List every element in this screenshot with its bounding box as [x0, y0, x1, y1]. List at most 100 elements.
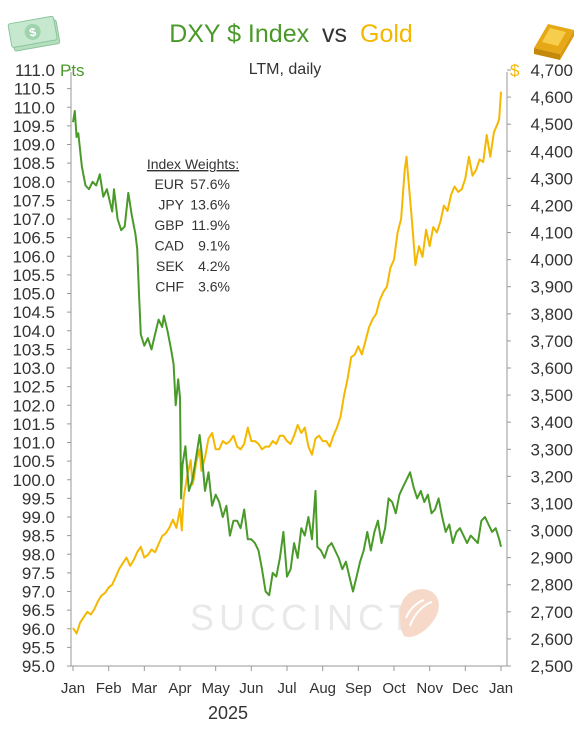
x-tick-label: Jan [61, 680, 85, 697]
weight-currency: CHF [155, 279, 184, 295]
weight-percent: 11.9% [191, 217, 230, 233]
right-tick-label: 4,400 [530, 142, 573, 161]
gold-bar-icon [534, 24, 574, 60]
weight-percent: 13.6% [190, 197, 230, 213]
left-tick-label: 110.5 [14, 80, 55, 99]
left-tick-label: 98.0 [22, 545, 55, 564]
right-tick-label: 4,600 [530, 88, 573, 107]
x-tick-label: Jun [239, 680, 263, 697]
dollar-bills-icon: $ [7, 15, 61, 52]
left-tick-label: 103.5 [12, 340, 55, 359]
right-tick-label: 4,300 [530, 169, 573, 188]
right-axis-unit: $ [510, 61, 520, 80]
x-axis-ticks: Jan Feb Mar Apr May Jun Jul Aug Sep Oct Nov Dec Jan [61, 666, 513, 697]
x-tick-label: Jul [277, 680, 296, 697]
weight-currency: GBP [154, 217, 184, 233]
left-tick-label: 104.0 [12, 322, 55, 341]
right-tick-label: 3,900 [530, 278, 573, 297]
left-tick-label: 97.0 [22, 583, 55, 602]
x-axis-label: 2025 [208, 703, 248, 723]
left-tick-label: 99.5 [22, 489, 55, 508]
x-tick-label: Apr [168, 680, 191, 697]
left-axis-unit: Pts [60, 61, 85, 80]
right-tick-label: 2,800 [530, 576, 573, 595]
left-tick-label: 107.0 [12, 210, 55, 229]
left-axis-ticks: 95.095.596.096.597.097.598.098.599.099.5… [12, 61, 71, 676]
left-tick-label: 108.5 [12, 154, 55, 173]
succinct-logo-icon [400, 589, 439, 638]
left-tick-label: 106.5 [12, 229, 55, 248]
left-tick-label: 102.0 [12, 396, 55, 415]
right-tick-label: 4,100 [530, 224, 573, 243]
watermark: SUCCINCT [190, 589, 439, 638]
right-tick-label: 3,400 [530, 413, 573, 432]
right-tick-label: 3,800 [530, 305, 573, 324]
left-tick-label: 96.5 [22, 601, 55, 620]
left-tick-label: 110.0 [14, 98, 55, 117]
left-tick-label: 105.0 [12, 285, 55, 304]
left-tick-label: 101.5 [12, 415, 55, 434]
right-tick-label: 3,500 [530, 386, 573, 405]
left-tick-label: 97.5 [22, 564, 55, 583]
right-tick-label: 3,700 [530, 332, 573, 351]
left-tick-label: 96.0 [22, 620, 55, 639]
left-tick-label: 108.0 [12, 173, 55, 192]
left-tick-label: 104.5 [12, 303, 55, 322]
x-tick-label: Jan [489, 680, 513, 697]
right-tick-label: 2,500 [530, 657, 573, 676]
x-tick-label: Mar [131, 680, 157, 697]
left-tick-label: 109.5 [12, 117, 55, 136]
right-tick-label: 4,200 [530, 196, 573, 215]
weights-heading: Index Weights: [147, 156, 239, 172]
chart-subtitle: LTM, daily [249, 61, 322, 78]
right-tick-label: 3,600 [530, 359, 573, 378]
right-tick-label: 2,600 [530, 630, 573, 649]
weight-percent: 3.6% [198, 279, 230, 295]
chart-title: DXY $ Index vs Gold [169, 20, 413, 48]
watermark-text: SUCCINCT [190, 597, 416, 638]
right-tick-label: 3,200 [530, 467, 573, 486]
x-tick-label: Oct [382, 680, 406, 697]
weight-percent: 9.1% [198, 238, 230, 254]
right-tick-label: 3,300 [530, 440, 573, 459]
weights-rows: EUR 57.6% JPY 13.6% GBP 11.9% CAD 9.1% SEK 4.2% CH… [154, 176, 230, 295]
left-tick-label: 98.5 [22, 527, 55, 546]
left-tick-label: 107.5 [12, 191, 55, 210]
left-tick-label: 95.0 [22, 657, 55, 676]
x-tick-label: Dec [452, 680, 479, 697]
right-axis-ticks: 2,500 2,600 2,700 2,800 2,900 3,000 3,100 3,200… [507, 61, 573, 676]
weight-currency: SEK [156, 258, 185, 274]
right-tick-label: 4,700 [530, 61, 573, 80]
x-tick-label: Aug [309, 680, 336, 697]
left-tick-label: 103.0 [12, 359, 55, 378]
left-tick-label: 106.0 [12, 247, 55, 266]
right-tick-label: 3,100 [530, 494, 573, 513]
axes [70, 72, 508, 667]
left-tick-label: 111.0 [15, 61, 55, 80]
svg-text:$: $ [28, 25, 37, 40]
title-gold: Gold [360, 20, 413, 48]
left-tick-label: 102.5 [12, 378, 55, 397]
x-tick-label: May [201, 680, 230, 697]
series-line-dxy [72, 110, 502, 597]
left-tick-label: 101.0 [12, 434, 55, 453]
left-tick-label: 109.0 [12, 136, 55, 155]
left-tick-label: 99.0 [22, 508, 55, 527]
weight-percent: 57.6% [190, 176, 230, 192]
left-tick-label: 100.0 [12, 471, 55, 490]
weight-currency: CAD [154, 238, 184, 254]
left-tick-label: 100.5 [12, 452, 55, 471]
weight-percent: 4.2% [198, 258, 230, 274]
title-vs: vs [322, 20, 347, 48]
weight-currency: EUR [154, 176, 184, 192]
series-layer [72, 91, 502, 635]
right-tick-label: 2,900 [530, 549, 573, 568]
x-tick-label: Nov [416, 680, 443, 697]
right-tick-label: 3,000 [530, 522, 573, 541]
series-line-gold [72, 91, 502, 635]
title-dxy: DXY $ Index [169, 20, 309, 48]
x-tick-label: Feb [96, 680, 122, 697]
left-tick-label: 105.5 [12, 266, 55, 285]
x-tick-label: Sep [345, 680, 372, 697]
